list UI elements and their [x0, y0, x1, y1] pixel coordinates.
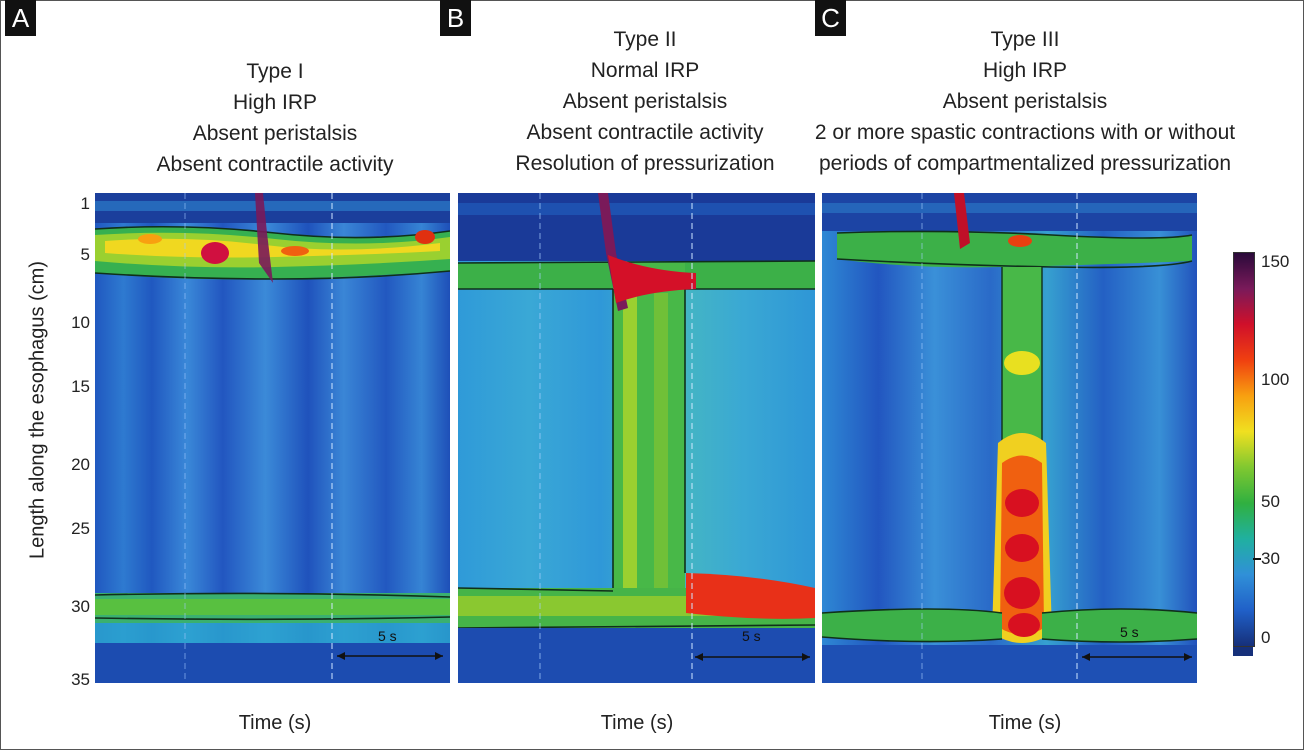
y-tick-15: 15: [71, 377, 90, 396]
panel-b-title-line: Normal IRP: [590, 59, 700, 82]
y-tick-30: 30: [71, 597, 90, 616]
panel-b-x-axis-label: Time (s): [600, 712, 674, 734]
panel-b-title-line: Absent contractile activity: [526, 121, 764, 144]
panel-b-title: Type II Normal IRP Absent peristalsis Ab…: [475, 24, 815, 179]
heatmap-panel-a: [95, 193, 450, 683]
panel-a-title-line: Absent peristalsis: [192, 122, 358, 145]
y-axis-label: Length along the esophagus (cm): [26, 261, 49, 559]
panel-letter-c: C: [815, 0, 846, 36]
colorbar-tick-150: 150: [1261, 252, 1290, 271]
panel-c-title-line: 2 or more spastic contractions with or w…: [814, 121, 1236, 144]
colorbar-underflow-swatch: [1233, 647, 1253, 656]
y-tick-1: 1: [80, 194, 90, 213]
panel-b-title-line: Resolution of pressurization: [515, 152, 775, 175]
panel-b-title-line: Absent peristalsis: [562, 90, 728, 113]
panel-a-title-line: Type I: [246, 60, 304, 83]
y-tick-20: 20: [71, 455, 90, 474]
panel-c-scale-label: 5 s: [1120, 624, 1139, 640]
colorbar: [1233, 252, 1255, 647]
y-tick-35: 35: [71, 670, 90, 689]
panel-c-x-axis-label: Time (s): [988, 712, 1062, 734]
y-tick-5: 5: [80, 245, 90, 264]
panel-b-scale-label: 5 s: [742, 628, 761, 644]
y-tick-10: 10: [71, 313, 90, 332]
panel-a-title: Type I High IRP Absent peristalsis Absen…: [110, 56, 440, 180]
panel-a-scale-label: 5 s: [378, 628, 397, 644]
y-tick-25: 25: [71, 519, 90, 538]
panel-c-title-line: Type III: [990, 28, 1060, 51]
colorbar-tick-50: 50: [1261, 492, 1280, 511]
panel-a-title-line: High IRP: [232, 91, 318, 114]
colorbar-tick-100: 100: [1261, 370, 1290, 389]
panel-c-title: Type III High IRP Absent peristalsis 2 o…: [805, 24, 1245, 179]
panel-b-title-line: Type II: [613, 28, 677, 51]
heatmap-panel-c: [822, 193, 1197, 683]
colorbar-contour-tick: [1253, 558, 1261, 560]
colorbar-tick-0: 0: [1261, 628, 1271, 647]
panel-c-title-line: periods of compartmentalized pressurizat…: [818, 152, 1232, 175]
panel-a-title-line: Absent contractile activity: [156, 153, 394, 176]
colorbar-tick-30: 30: [1261, 549, 1280, 568]
panel-c-title-line: High IRP: [982, 59, 1068, 82]
panel-letter-b: B: [440, 0, 471, 36]
panel-c-title-line: Absent peristalsis: [942, 90, 1108, 113]
heatmap-panel-b: [458, 193, 815, 683]
panel-a-x-axis-label: Time (s): [238, 712, 312, 734]
panel-letter-a: A: [5, 0, 36, 36]
